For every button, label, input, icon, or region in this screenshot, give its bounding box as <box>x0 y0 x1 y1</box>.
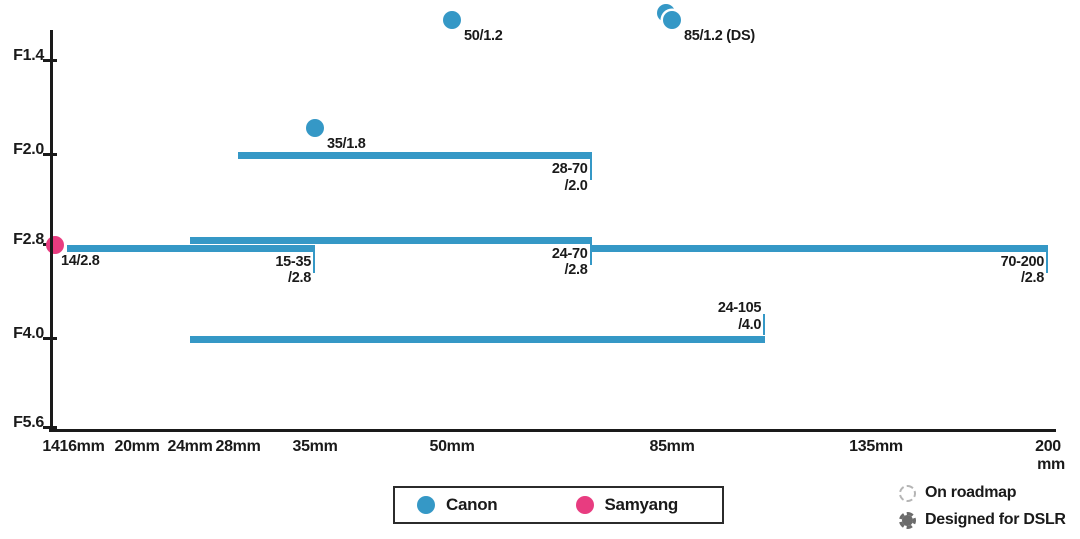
canon-dot-icon <box>417 496 435 514</box>
y-tick-label-F4.0: F4.0 <box>13 325 44 343</box>
lens-endtick-15-35/2.8 <box>313 251 315 273</box>
x-axis-line <box>49 429 1056 432</box>
lens-label-35/1.8: 35/1.8 <box>327 135 366 152</box>
legend-label-canon: Canon <box>446 495 498 514</box>
legend-label-samyang: Samyang <box>604 495 679 514</box>
x-tick-label-135mm: 135mm <box>849 438 903 455</box>
lens-label-28-70/2.0: 28-70/2.0 <box>551 161 588 194</box>
x-tick-label-50mm: 50mm <box>429 438 475 455</box>
lens-label-50/1.2: 50/1.2 <box>464 28 503 45</box>
lens-label-70-200/2.8: 70-200/2.8 <box>1000 253 1045 287</box>
y-tick-label-F2.8: F2.8 <box>13 230 44 248</box>
y-axis-line <box>50 30 53 432</box>
samyang-dot-icon <box>575 496 594 514</box>
lens-endtick-24-70/2.8 <box>589 243 592 265</box>
x-tick-label-200: 200 <box>1035 438 1061 455</box>
x-tick-label-35mm: 35mm <box>292 438 338 455</box>
marker-label-dslr: Designed for DSLR <box>925 511 1066 528</box>
dslr-circle-icon <box>899 511 916 529</box>
lens-bar-15-35/2.8 <box>67 244 315 252</box>
lens-bar-24-105/4.0 <box>190 336 766 344</box>
brand-legend: Canon Samyang <box>393 486 724 524</box>
lens-dot-14/2.8 <box>46 235 64 254</box>
marker-legend: On roadmap Designed for DSLR <box>899 481 1066 532</box>
lens-dot-50/1.2 <box>443 11 461 30</box>
x-tick-label2-200: mm <box>1037 456 1065 473</box>
marker-label-roadmap: On roadmap <box>925 484 1017 501</box>
legend-entry-samyang: Samyang <box>575 495 679 515</box>
lens-dot-85/1.2 (DS) <box>663 11 681 30</box>
roadmap-circle-icon <box>899 484 916 502</box>
lens-label-14/2.8: 14/2.8 <box>61 252 100 269</box>
lens-endtick-28-70/2.0 <box>589 159 592 181</box>
lens-endtick-70-200/2.8 <box>1046 251 1048 273</box>
x-tick-label-24mm: 24mm <box>167 438 213 455</box>
lens-label-15-35/2.8: 15-35/2.8 <box>275 253 311 287</box>
y-tick-label-F2.0: F2.0 <box>13 141 44 159</box>
lens-endtick-24-105/4.0 <box>763 314 766 336</box>
lens-label-24-105/4.0: 24-105/4.0 <box>717 300 762 333</box>
y-tick-label-F5.6: F5.6 <box>13 414 44 432</box>
x-tick-label-16mm: 16mm <box>59 438 105 455</box>
lens-bar-70-200/2.8 <box>591 244 1048 252</box>
x-tick-label-14: 14 <box>42 438 60 455</box>
marker-row-dslr: Designed for DSLR <box>899 508 1066 532</box>
lens-dot-35/1.8 <box>306 118 324 137</box>
y-tick-label-F1.4: F1.4 <box>13 47 44 64</box>
lens-bar-24-70/2.8 <box>190 236 592 244</box>
lens-label-24-70/2.8: 24-70/2.8 <box>551 245 588 279</box>
marker-row-roadmap: On roadmap <box>899 481 1066 505</box>
legend-entry-canon: Canon <box>417 495 498 515</box>
x-tick-label-28mm: 28mm <box>215 438 261 455</box>
x-tick-label-85mm: 85mm <box>649 438 695 455</box>
lens-bar-28-70/2.0 <box>238 152 592 160</box>
x-tick-label-20mm: 20mm <box>114 438 160 455</box>
lens-label-85/1.2 (DS): 85/1.2 (DS) <box>684 28 755 45</box>
